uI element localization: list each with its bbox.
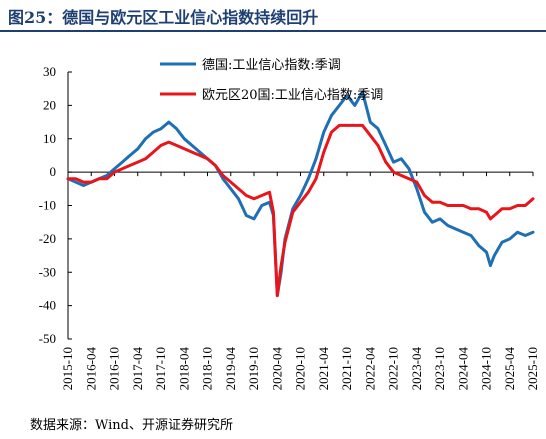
x-tick-label: 2025-10: [525, 347, 540, 390]
x-tick-label: 2022-10: [386, 347, 401, 390]
source-note: 数据来源：Wind、开源证券研究所: [30, 418, 233, 433]
y-tick-label: -40: [39, 298, 56, 313]
eurozone-series-line: [66, 123, 535, 298]
x-tick-label: 2020-04: [269, 347, 284, 391]
x-tick-label: 2023-04: [409, 347, 424, 391]
x-tick-label: 2017-10: [153, 347, 168, 390]
y-tick-label: 0: [50, 164, 57, 179]
legend-label-eurozone: 欧元区20国:工业信心指数:季调: [202, 88, 383, 103]
y-tick-label: -20: [39, 231, 56, 246]
x-tick-label: 2016-10: [107, 347, 122, 390]
x-tick-label: 2023-10: [432, 347, 447, 390]
y-tick-label: -50: [39, 331, 56, 346]
x-tick-label: 2018-04: [176, 347, 191, 391]
x-tick-label: 2020-10: [293, 347, 308, 390]
figure-title: 图25：德国与欧元区工业信心指数持续回升: [8, 8, 319, 27]
x-tick-label: 2021-04: [316, 347, 331, 391]
x-tick-label: 2019-04: [223, 347, 238, 391]
x-tick-label: 2024-04: [455, 347, 470, 391]
y-tick-label: -30: [39, 264, 56, 279]
title-divider: [0, 30, 546, 32]
legend-label-germany: 德国:工业信心指数:季调: [202, 58, 341, 73]
y-tick-label: 30: [43, 64, 56, 79]
x-tick-label: 2019-10: [246, 347, 261, 390]
x-tick-label: 2016-04: [83, 347, 98, 391]
y-tick-label: 20: [43, 97, 56, 112]
line-chart: 30 20 10 0 -10 -20 -30 -40 -50 2015-10 2016-04 2016…: [39, 58, 540, 391]
x-tick-label: 2021-10: [339, 347, 354, 390]
x-tick-label: 2015-10: [60, 347, 75, 390]
x-tick-label: 2018-10: [200, 347, 215, 390]
x-tick-label: 2022-04: [362, 347, 377, 391]
x-tick-label: 2025-04: [502, 347, 517, 391]
y-tick-label: -10: [39, 198, 56, 213]
x-tick-label: 2024-10: [479, 347, 494, 390]
y-tick-label: 10: [43, 131, 56, 146]
germany-series-line: [66, 90, 535, 298]
x-tick-label: 2017-04: [130, 347, 145, 391]
